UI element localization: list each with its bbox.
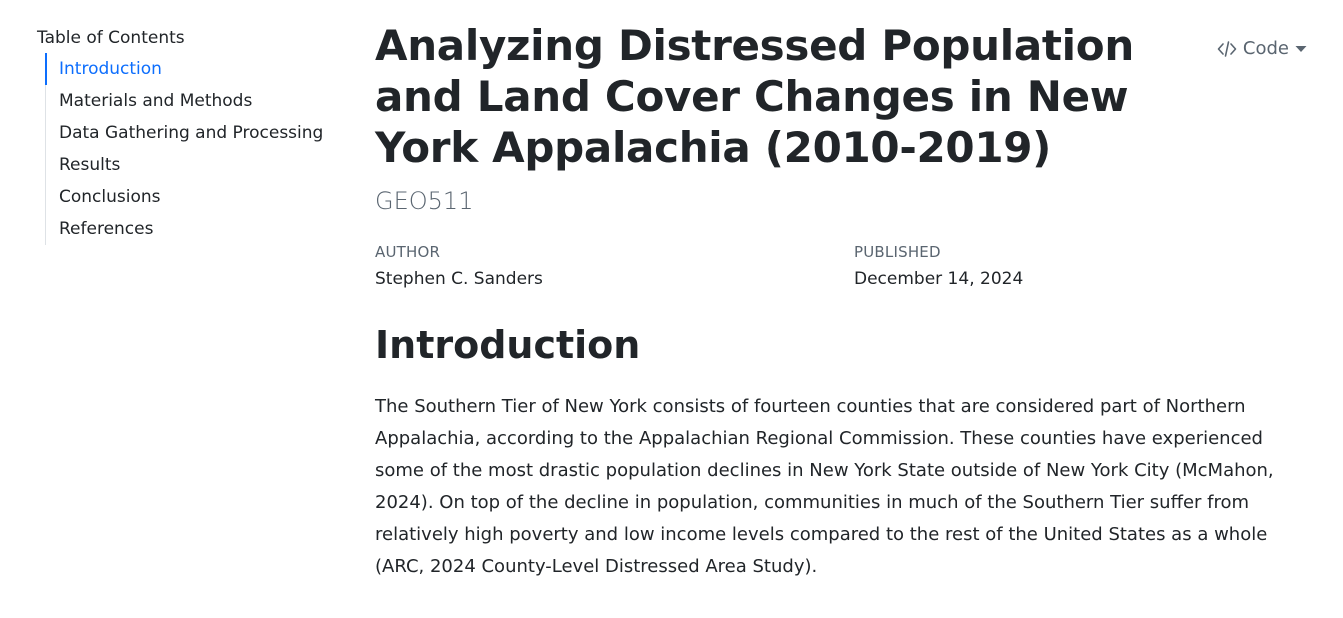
toc-active-indicator [45,53,47,85]
toc-item-conclusions[interactable]: Conclusions [59,187,161,207]
author-block: AUTHOR Stephen C. Sanders [375,242,543,291]
intro-paragraph: The Southern Tier of New York consists o… [375,396,1274,577]
toc-title: Table of Contents [37,28,185,48]
author-name: Stephen C. Sanders [375,269,543,289]
table-of-contents: Table of Contents Introduction Materials… [37,26,337,245]
published-heading: PUBLISHED [854,243,941,261]
caret-down-icon [1295,45,1307,53]
page-title: Analyzing Distressed Population and Land… [375,21,1134,172]
main-content: Analyzing Distressed Population and Land… [375,20,1305,583]
section-heading-introduction: Introduction [375,323,641,367]
author-heading: AUTHOR [375,243,441,261]
code-button-label: Code [1242,38,1289,59]
published-block: PUBLISHED December 14, 2024 [854,242,1023,291]
code-dropdown-button[interactable]: Code [1217,38,1307,59]
toc-item-materials-and-methods[interactable]: Materials and Methods [59,91,253,111]
toc-item-references[interactable]: References [59,219,154,239]
toc-item-data-gathering[interactable]: Data Gathering and Processing [59,123,324,143]
document-meta: AUTHOR Stephen C. Sanders PUBLISHED Dece… [375,242,1305,302]
toc-item-results[interactable]: Results [59,155,121,175]
toc-list: Introduction Materials and Methods Data … [45,53,337,245]
toc-item-introduction[interactable]: Introduction [59,59,162,79]
published-date: December 14, 2024 [854,269,1024,289]
code-icon [1217,40,1237,58]
page-subtitle: GEO511 [375,187,474,215]
